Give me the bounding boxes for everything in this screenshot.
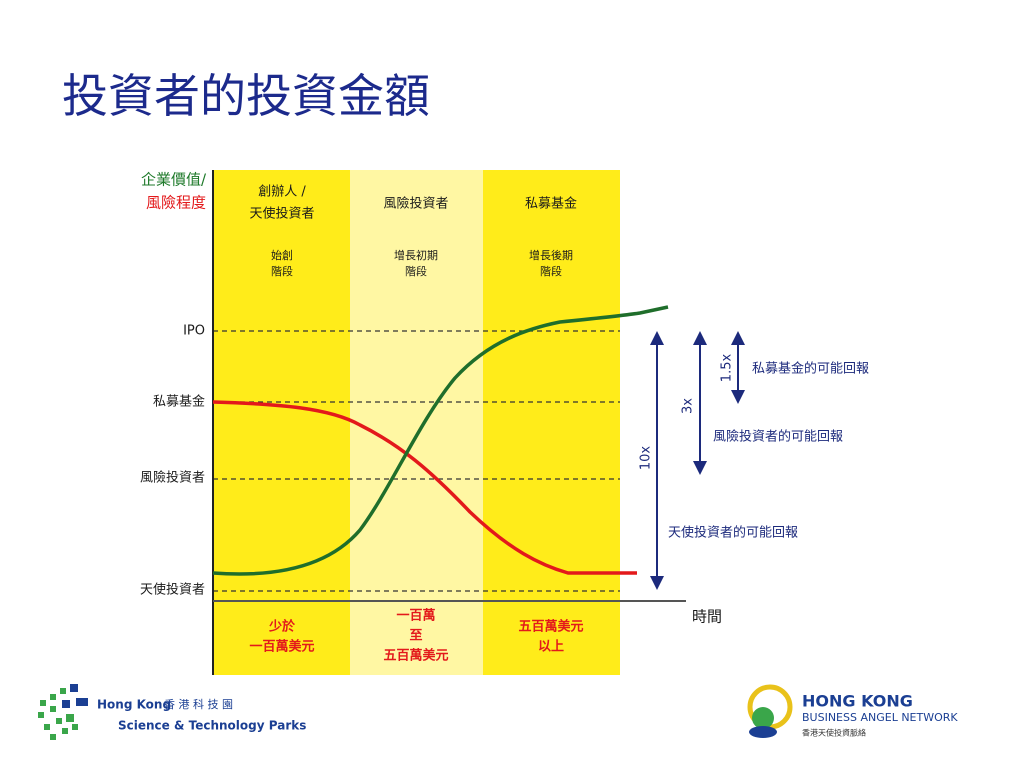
stage-label: 階段 — [540, 264, 562, 278]
logo-text: Hong Kong — [97, 698, 171, 712]
risk-curve — [212, 400, 637, 575]
column-header: 風險投資者 — [383, 196, 448, 212]
stage-label: 階段 — [271, 264, 293, 278]
y-axis-title: 風險程度 — [146, 194, 206, 212]
stage-label: 增長初期 — [394, 248, 438, 262]
logo-text: HONG KONG — [802, 692, 913, 711]
value-curve — [212, 305, 669, 576]
column-header: 天使投資者 — [249, 206, 314, 222]
level-label: 私募基金 — [153, 394, 205, 410]
return-label: 天使投資者的可能回報 — [668, 525, 798, 541]
amount-label: 至 — [409, 629, 422, 644]
logo-text: 香港天使投資脈絡 — [802, 728, 866, 738]
column-header: 創辦人 / — [258, 185, 306, 200]
column-bg — [483, 170, 620, 675]
stage-label: 始創 — [271, 248, 293, 262]
amount-label: 以上 — [538, 640, 564, 655]
amount-label: 少於 — [268, 619, 296, 635]
multiplier: 10x — [639, 446, 654, 471]
x-axis-title: 時間 — [692, 608, 722, 626]
amount-label: 五百萬美元 — [383, 648, 448, 664]
stage-label: 增長後期 — [529, 248, 573, 262]
return-label: 風險投資者的可能回報 — [713, 429, 843, 445]
logo-text: 香 港 科 技 園 — [164, 697, 233, 711]
level-label: 風險投資者 — [140, 470, 205, 486]
column-header: 私募基金 — [525, 196, 577, 212]
column-bg — [350, 170, 483, 675]
column-bg — [213, 170, 350, 675]
multiplier: 3x — [681, 398, 696, 414]
amount-label: 一百萬 — [396, 608, 435, 624]
level-label: IPO — [183, 324, 205, 339]
hkban-logo — [747, 684, 793, 738]
y-axis-title: 企業價值/ — [141, 171, 207, 189]
logo-text: BUSINESS ANGEL NETWORK — [802, 711, 958, 724]
amount-label: 一百萬美元 — [249, 639, 314, 655]
multiplier: 1.5x — [720, 354, 735, 383]
logo-text: Science & Technology Parks — [118, 719, 306, 733]
return-label: 私募基金的可能回報 — [752, 361, 869, 377]
hkstp-logo — [38, 684, 88, 740]
slide-title: 投資者的投資金額 — [62, 69, 430, 123]
level-label: 天使投資者 — [140, 582, 205, 598]
amount-label: 五百萬美元 — [518, 619, 583, 635]
stage-label: 階段 — [405, 264, 427, 278]
